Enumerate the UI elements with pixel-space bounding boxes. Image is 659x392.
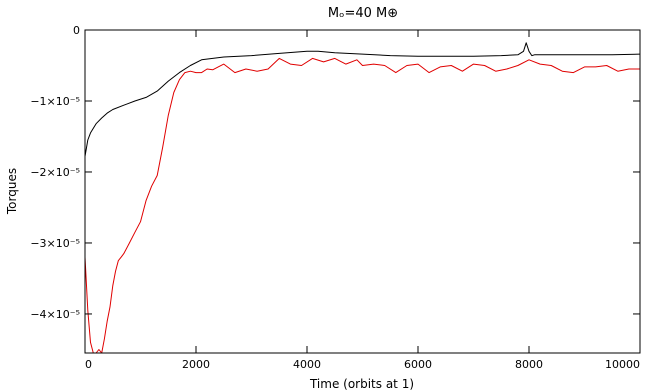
x-tick-label: 4000: [293, 358, 321, 371]
series-line-1: [84, 42, 641, 157]
chart-title: Mₒ=40 M⊕: [328, 6, 398, 21]
y-tick-label: −1×10⁻⁵: [30, 95, 80, 108]
y-tick-label: −2×10⁻⁵: [30, 166, 80, 179]
x-tick-label: 10000: [605, 358, 640, 371]
x-tick-label: 8000: [515, 358, 543, 371]
y-tick-label: −4×10⁻⁵: [30, 308, 80, 321]
plot-frame: [84, 29, 641, 354]
x-tick-label: 0: [85, 358, 92, 371]
x-tick-label: 6000: [404, 358, 432, 371]
series-line-2: [84, 57, 640, 354]
x-axis-title: Time (orbits at 1): [309, 377, 414, 391]
y-axis: 0 −1×10⁻⁵ −2×10⁻⁵ −3×10⁻⁵ −4×10⁻⁵: [30, 24, 640, 321]
x-axis: 0 2000 4000 6000 8000 10000: [84, 30, 641, 371]
x-tick-label: 2000: [182, 358, 210, 371]
plot-area: [84, 42, 641, 354]
y-axis-title: Torques: [5, 168, 19, 215]
y-tick-label: 0: [73, 24, 80, 37]
y-tick-label: −3×10⁻⁵: [30, 237, 80, 250]
